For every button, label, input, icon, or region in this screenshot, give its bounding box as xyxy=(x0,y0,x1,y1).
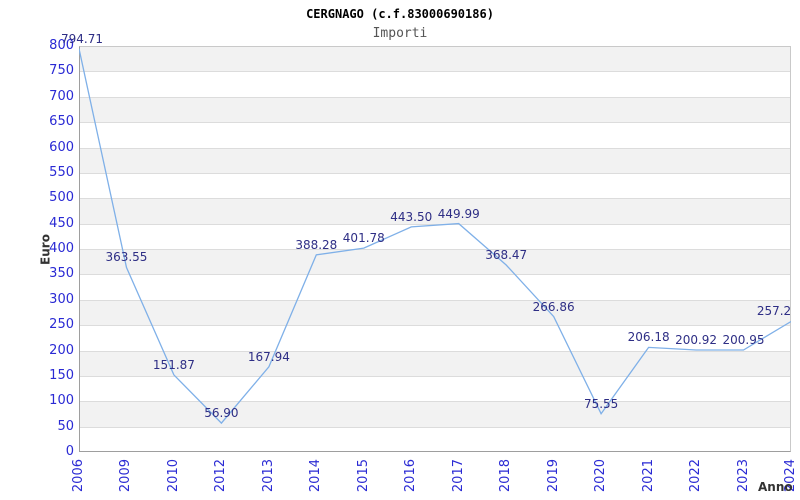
point-value-label: 363.55 xyxy=(105,250,148,265)
y-tick-label: 800 xyxy=(49,38,74,53)
y-tick-label: 100 xyxy=(49,393,74,409)
x-tick-label: 2014 xyxy=(308,459,324,493)
gridline xyxy=(79,426,791,428)
y-tick-label: 750 xyxy=(49,63,74,79)
x-tick-label: 2015 xyxy=(355,459,371,493)
y-tick-label: 150 xyxy=(49,367,74,383)
x-tick-label: 2017 xyxy=(450,459,466,493)
x-tick-label: 2009 xyxy=(118,459,134,493)
point-value-label: 56.90 xyxy=(204,406,239,421)
x-tick-label: 2022 xyxy=(688,459,704,493)
point-value-label: 368.47 xyxy=(485,248,528,262)
gridline xyxy=(79,401,791,403)
y-tick-label: 200 xyxy=(49,342,74,358)
chart-subtitle: Importi xyxy=(372,26,428,41)
plot-border xyxy=(79,46,791,452)
x-tick-label: 2012 xyxy=(213,459,229,493)
point-value-label: 200.95 xyxy=(722,333,765,348)
y-tick-label: 700 xyxy=(49,88,74,104)
gridline xyxy=(79,198,791,200)
plot-band xyxy=(79,401,791,427)
y-tick-label: 400 xyxy=(49,241,74,256)
gridline xyxy=(79,274,791,276)
gridline xyxy=(79,122,791,124)
gridline xyxy=(79,223,791,225)
gridline xyxy=(79,249,791,250)
plot-band xyxy=(79,198,791,224)
point-value-label: 151.87 xyxy=(152,357,195,372)
plot-band xyxy=(79,46,791,72)
point-value-label: 443.50 xyxy=(390,209,433,224)
plot-band xyxy=(79,350,791,376)
point-value-label: 794.71 xyxy=(61,31,103,46)
plot-band xyxy=(79,299,791,326)
gridline xyxy=(79,147,791,149)
point-value-label: 257.2 xyxy=(756,304,792,319)
gridline xyxy=(79,96,791,98)
y-tick-label: 300 xyxy=(49,291,74,307)
y-tick-label: 500 xyxy=(49,190,74,206)
point-value-label: 75.55 xyxy=(583,396,619,411)
x-tick-label: 2006 xyxy=(71,459,86,493)
y-tick-label: 0 xyxy=(65,444,74,459)
plot-band xyxy=(79,249,791,275)
x-tick-label: 2010 xyxy=(165,459,181,493)
plot-band xyxy=(79,96,791,123)
chart-title: CERGNAGO (c.f.83000690186) xyxy=(306,7,494,21)
point-value-label: 206.18 xyxy=(627,330,670,345)
x-tick-label: 2023 xyxy=(735,459,751,493)
gridline xyxy=(79,71,791,73)
gridline xyxy=(79,375,791,377)
gridline xyxy=(79,350,791,352)
point-value-label: 200.92 xyxy=(675,333,718,348)
point-value-label: 449.99 xyxy=(437,206,480,221)
x-tick-label: 2018 xyxy=(498,459,514,493)
gridline xyxy=(79,299,791,301)
y-tick-label: 450 xyxy=(49,215,74,231)
point-value-label: 401.78 xyxy=(342,231,385,246)
y-tick-label: 550 xyxy=(49,164,74,180)
x-tick-label: 2021 xyxy=(640,459,656,493)
y-tick-label: 650 xyxy=(49,114,74,130)
gridline xyxy=(79,325,791,327)
plot-band xyxy=(79,147,791,173)
point-value-label: 388.28 xyxy=(295,237,338,252)
point-value-label: 266.86 xyxy=(532,299,575,314)
gridline xyxy=(79,172,791,174)
y-tick-label: 600 xyxy=(49,139,74,155)
x-tick-label: 2019 xyxy=(545,459,561,493)
x-tick-label: 2016 xyxy=(403,459,419,493)
y-tick-label: 350 xyxy=(49,266,74,282)
x-axis-title: Anno xyxy=(758,480,793,494)
x-tick-label: 2013 xyxy=(260,459,276,493)
series-line xyxy=(79,48,791,425)
y-tick-label: 250 xyxy=(49,317,74,333)
y-tick-label: 50 xyxy=(57,418,74,434)
x-tick-label: 2020 xyxy=(593,459,609,493)
point-value-label: 167.94 xyxy=(247,349,290,364)
